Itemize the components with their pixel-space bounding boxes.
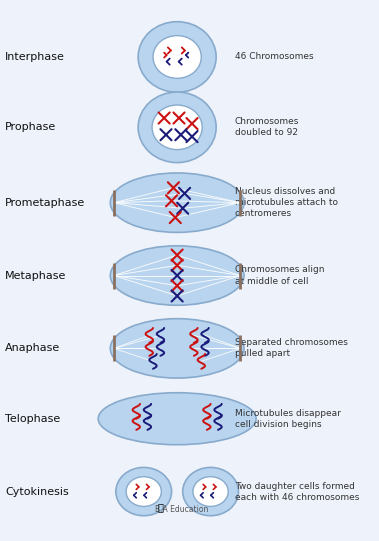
- Text: 🎓: 🎓: [158, 503, 163, 512]
- Text: Prometaphase: Prometaphase: [5, 197, 86, 208]
- Text: Telophase: Telophase: [5, 414, 61, 424]
- Ellipse shape: [138, 22, 216, 93]
- Ellipse shape: [110, 246, 244, 305]
- Ellipse shape: [152, 105, 202, 150]
- Text: Microtubules disappear
cell division begins: Microtubules disappear cell division beg…: [235, 408, 341, 429]
- Ellipse shape: [98, 393, 256, 445]
- Text: Chromosomes
doubled to 92: Chromosomes doubled to 92: [235, 117, 299, 137]
- Ellipse shape: [138, 92, 216, 163]
- Text: Metaphase: Metaphase: [5, 270, 67, 281]
- Text: 46 Chromosomes: 46 Chromosomes: [235, 52, 313, 62]
- Text: Two daughter cells formed
each with 46 chromosomes: Two daughter cells formed each with 46 c…: [235, 481, 359, 502]
- Ellipse shape: [183, 467, 238, 516]
- Text: Cytokinesis: Cytokinesis: [5, 486, 69, 497]
- Text: Prophase: Prophase: [5, 122, 56, 133]
- Ellipse shape: [153, 36, 201, 78]
- Ellipse shape: [116, 467, 172, 516]
- Text: B.A Education: B.A Education: [155, 505, 208, 514]
- Ellipse shape: [193, 477, 228, 506]
- Text: Anaphase: Anaphase: [5, 344, 61, 353]
- Ellipse shape: [110, 319, 244, 378]
- Ellipse shape: [110, 173, 244, 233]
- Text: Separated chromosomes
pulled apart: Separated chromosomes pulled apart: [235, 338, 348, 359]
- Text: Nucleus dissolves and
microtubules attach to
centromeres: Nucleus dissolves and microtubules attac…: [235, 187, 338, 218]
- Text: Interphase: Interphase: [5, 52, 65, 62]
- Text: Chromosomes align
at middle of cell: Chromosomes align at middle of cell: [235, 266, 324, 286]
- Ellipse shape: [126, 477, 161, 506]
